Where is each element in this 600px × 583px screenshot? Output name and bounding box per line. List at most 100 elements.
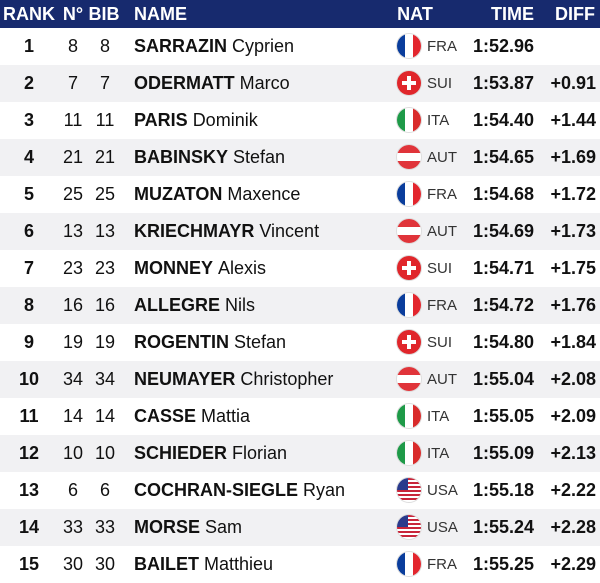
nation: FRA — [427, 556, 457, 573]
nation: AUT — [427, 223, 457, 240]
diff: +2.28 — [550, 517, 596, 537]
flag — [397, 441, 421, 465]
result-row: 6 13 13 KRIECHMAYR Vincent AUT 1:54.69 +1.73 — [0, 213, 600, 250]
surname: BABINSKY — [134, 147, 229, 167]
time: 1:55.09 — [472, 443, 534, 463]
first-name: Mattia — [201, 406, 251, 426]
flag — [397, 219, 421, 243]
rank: 6 — [23, 221, 35, 241]
header-label: RANK — [3, 4, 55, 24]
time: 1:55.25 — [472, 554, 534, 574]
surname: KRIECHMAYR — [134, 221, 255, 241]
time: 1:55.04 — [472, 369, 534, 389]
result-row: 3 11 11 PARIS Dominik ITA 1:54.40 +1.44 — [0, 102, 600, 139]
time: 1:54.68 — [472, 184, 534, 204]
result-row: 7 23 23 MONNEY Alexis SUI 1:54.71 +1.75 — [0, 250, 600, 287]
athlete-name: PARIS Dominik — [134, 102, 258, 139]
time: 1:54.69 — [472, 221, 534, 241]
start-number: 19 — [62, 332, 84, 352]
nation: FRA — [427, 186, 457, 203]
diff: +0.91 — [550, 73, 596, 93]
first-name: Maxence — [227, 184, 301, 204]
flag — [397, 108, 421, 132]
start-number: 11 — [63, 110, 83, 130]
nation: ITA — [427, 112, 450, 129]
first-name: Cyprien — [232, 36, 295, 56]
rank: 7 — [23, 258, 35, 278]
time: 1:54.65 — [472, 147, 534, 167]
result-row: 12 10 10 SCHIEDER Florian ITA 1:55.09 +2.13 — [0, 435, 600, 472]
header-label: N° — [62, 4, 84, 24]
athlete-name: ALLEGRE Nils — [134, 287, 255, 324]
first-name: Christopher — [240, 369, 334, 389]
result-row: 15 30 30 BAILET Matthieu FRA 1:55.25 +2.29 — [0, 546, 600, 583]
diff: +2.29 — [550, 554, 596, 574]
time: 1:55.05 — [472, 406, 534, 426]
rank: 14 — [18, 517, 40, 537]
surname: SCHIEDER — [134, 443, 228, 463]
flag — [397, 330, 421, 354]
first-name: Florian — [232, 443, 288, 463]
athlete-name: SCHIEDER Florian — [134, 435, 287, 472]
bib: 25 — [94, 184, 116, 204]
athlete-name: MONNEY Alexis — [134, 250, 266, 287]
result-row: 11 14 14 CASSE Mattia ITA 1:55.05 +2.09 — [0, 398, 600, 435]
time: 1:54.80 — [472, 332, 534, 352]
flag — [397, 478, 421, 502]
start-number: 21 — [62, 147, 84, 167]
start-number: 13 — [62, 221, 84, 241]
diff: +1.76 — [550, 295, 596, 315]
athlete-name: ROGENTIN Stefan — [134, 324, 286, 361]
athlete-name: MORSE Sam — [134, 509, 242, 546]
rank: 3 — [23, 110, 35, 130]
surname: ROGENTIN — [134, 332, 230, 352]
nation: SUI — [427, 75, 453, 92]
bib: 11 — [95, 110, 115, 130]
first-name: Matthieu — [204, 554, 274, 574]
first-name: Nils — [225, 295, 256, 315]
time: 1:55.18 — [472, 480, 534, 500]
result-row: 5 25 25 MUZATON Maxence FRA 1:54.68 +1.72 — [0, 176, 600, 213]
result-row: 10 34 34 NEUMAYER Christopher AUT 1:55.04 +2.08 — [0, 361, 600, 398]
start-number: 8 — [67, 36, 79, 56]
flag — [397, 293, 421, 317]
start-number: 10 — [62, 443, 84, 463]
athlete-name: NEUMAYER Christopher — [134, 361, 333, 398]
flag — [397, 515, 421, 539]
header-label: BIB — [88, 4, 120, 24]
athlete-name: MUZATON Maxence — [134, 176, 300, 213]
result-row: 13 6 6 COCHRAN-SIEGLE Ryan USA 1:55.18 +2.22 — [0, 472, 600, 509]
surname: MONNEY — [134, 258, 214, 278]
nation: FRA — [427, 297, 457, 314]
nation: SUI — [427, 260, 453, 277]
bib: 6 — [99, 480, 111, 500]
diff: +2.08 — [550, 369, 596, 389]
first-name: Stefan — [234, 332, 287, 352]
bib: 8 — [99, 36, 111, 56]
rank: 11 — [19, 406, 39, 426]
nation: ITA — [427, 445, 450, 462]
rank: 1 — [23, 36, 35, 56]
surname: SARRAZIN — [134, 36, 227, 56]
athlete-name: COCHRAN-SIEGLE Ryan — [134, 472, 345, 509]
start-number: 16 — [62, 295, 84, 315]
bib: 23 — [94, 258, 116, 278]
athlete-name: BABINSKY Stefan — [134, 139, 285, 176]
start-number: 14 — [62, 406, 84, 426]
first-name: Marco — [239, 73, 290, 93]
diff: +1.75 — [550, 258, 596, 278]
start-number: 33 — [62, 517, 84, 537]
time: 1:54.72 — [472, 295, 534, 315]
surname: MUZATON — [134, 184, 223, 204]
athlete-name: KRIECHMAYR Vincent — [134, 213, 319, 250]
athlete-name: SARRAZIN Cyprien — [134, 28, 294, 65]
result-row: 14 33 33 MORSE Sam USA 1:55.24 +2.28 — [0, 509, 600, 546]
rank: 12 — [18, 443, 40, 463]
bib: 16 — [94, 295, 116, 315]
flag — [397, 256, 421, 280]
bib: 19 — [94, 332, 116, 352]
rank: 15 — [18, 554, 40, 574]
start-number: 25 — [62, 184, 84, 204]
athlete-name: ODERMATT Marco — [134, 65, 290, 102]
